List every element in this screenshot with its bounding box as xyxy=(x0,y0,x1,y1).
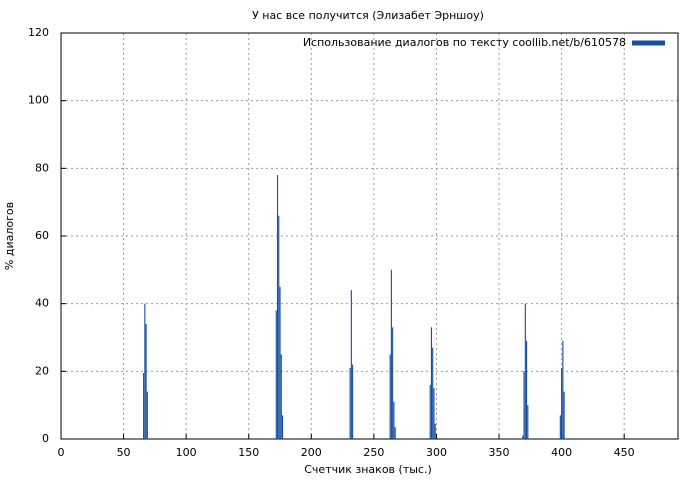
bar xyxy=(278,215,280,439)
x-tick-label: 450 xyxy=(614,446,635,459)
bar xyxy=(527,405,529,439)
y-tick-label: 120 xyxy=(28,26,49,39)
bar xyxy=(146,391,148,439)
x-axis-label: Счетчик знаков (тыс.) xyxy=(304,463,432,476)
plot-frame xyxy=(60,32,679,440)
x-tick-label: 350 xyxy=(489,446,510,459)
y-tick-label: 80 xyxy=(35,161,49,174)
bar xyxy=(392,327,394,439)
x-tick-label: 200 xyxy=(301,446,322,459)
bar xyxy=(429,384,431,439)
bar xyxy=(434,423,436,439)
x-tick-label: 100 xyxy=(176,446,197,459)
x-tick-label: 250 xyxy=(363,446,384,459)
x-tick-label: 150 xyxy=(238,446,259,459)
y-tick-label: 60 xyxy=(35,229,49,242)
x-tick-label: 50 xyxy=(117,446,131,459)
bar xyxy=(390,269,392,439)
bar xyxy=(280,354,282,439)
bar xyxy=(526,340,528,439)
bar xyxy=(143,373,145,439)
bar xyxy=(145,323,147,439)
x-tick-label: 0 xyxy=(58,446,65,459)
x-tick-label: 300 xyxy=(426,446,447,459)
y-tick-label: 20 xyxy=(35,364,49,377)
bar xyxy=(433,388,435,439)
legend-swatch xyxy=(632,40,665,46)
bar xyxy=(524,303,526,439)
bar xyxy=(559,415,561,439)
y-tick-label: 100 xyxy=(28,94,49,107)
legend-label: Использование диалогов по тексту coollib… xyxy=(303,36,626,49)
bar xyxy=(562,340,564,439)
bar xyxy=(563,391,565,439)
x-tick-label: 400 xyxy=(551,446,572,459)
bar xyxy=(352,364,354,439)
bar xyxy=(281,415,284,439)
y-tick-label: 0 xyxy=(42,432,49,445)
bar xyxy=(393,401,395,439)
y-tick-label: 40 xyxy=(35,297,49,310)
bar xyxy=(394,427,396,439)
y-axis-label: % диалогов xyxy=(3,202,16,270)
bar xyxy=(523,371,525,439)
bar xyxy=(522,435,524,439)
bar xyxy=(430,327,433,439)
bar xyxy=(276,175,279,439)
chart-title: У нас все получится (Элизабет Эрншоу) xyxy=(252,9,484,22)
bar xyxy=(349,367,351,439)
bar xyxy=(279,286,281,439)
bar xyxy=(275,310,277,439)
bar xyxy=(561,367,563,439)
bar xyxy=(389,354,391,439)
bar xyxy=(350,290,352,439)
bar xyxy=(432,347,434,439)
bar xyxy=(144,303,146,439)
